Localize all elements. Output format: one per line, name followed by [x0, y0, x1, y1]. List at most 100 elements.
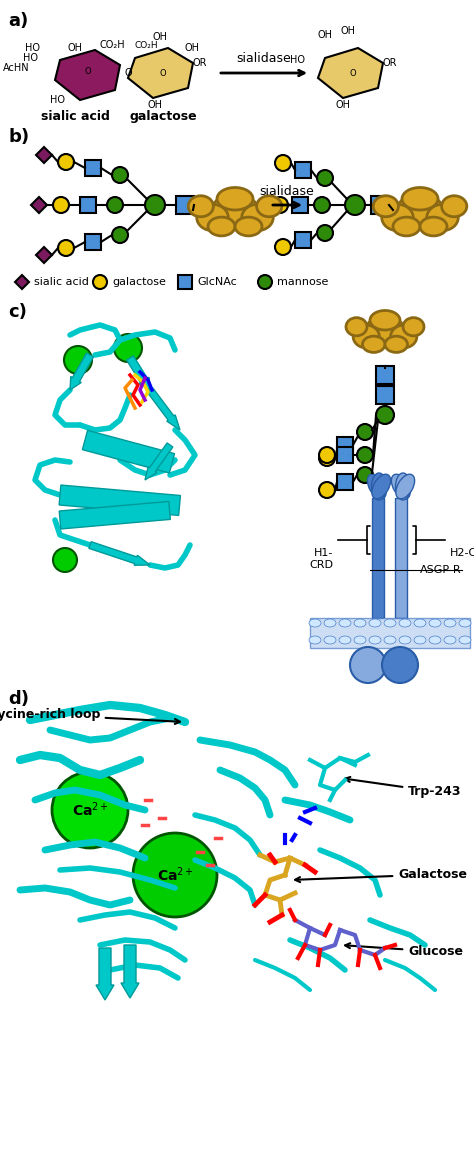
- Bar: [85, 234, 101, 250]
- Text: HO: HO: [290, 55, 305, 65]
- Ellipse shape: [399, 619, 411, 627]
- Ellipse shape: [309, 619, 321, 627]
- Text: O: O: [85, 67, 91, 76]
- Ellipse shape: [256, 196, 282, 216]
- Ellipse shape: [420, 217, 447, 236]
- Text: sialic acid: sialic acid: [34, 277, 89, 287]
- Ellipse shape: [197, 204, 228, 230]
- Text: H1-
CRD: H1- CRD: [309, 548, 333, 570]
- Polygon shape: [128, 48, 193, 98]
- Text: OH: OH: [336, 100, 350, 110]
- Text: mannose: mannose: [277, 277, 328, 287]
- Ellipse shape: [442, 196, 467, 216]
- Ellipse shape: [242, 204, 273, 230]
- Text: OH: OH: [147, 100, 163, 110]
- Ellipse shape: [444, 636, 456, 644]
- Ellipse shape: [373, 196, 399, 216]
- Ellipse shape: [370, 310, 400, 330]
- Ellipse shape: [354, 619, 366, 627]
- Bar: [337, 474, 353, 490]
- Text: HO: HO: [23, 53, 38, 63]
- Text: ASGP-R: ASGP-R: [420, 565, 462, 575]
- Text: OR: OR: [383, 58, 398, 68]
- Text: OH: OH: [153, 32, 167, 42]
- Polygon shape: [36, 247, 52, 263]
- Text: CO₂H: CO₂H: [100, 40, 126, 51]
- Bar: [176, 196, 194, 214]
- Text: galactose: galactose: [112, 277, 166, 287]
- Circle shape: [114, 334, 142, 362]
- Ellipse shape: [217, 188, 253, 210]
- Circle shape: [275, 239, 291, 255]
- Ellipse shape: [384, 619, 396, 627]
- Text: OH: OH: [318, 31, 332, 40]
- Text: AcHN: AcHN: [3, 63, 30, 73]
- Polygon shape: [59, 502, 170, 529]
- Bar: [337, 446, 353, 463]
- Ellipse shape: [414, 619, 426, 627]
- Bar: [376, 365, 394, 384]
- Text: a): a): [8, 12, 28, 31]
- Bar: [85, 160, 101, 176]
- Polygon shape: [145, 443, 173, 481]
- Text: H2-CRD: H2-CRD: [450, 548, 474, 558]
- Ellipse shape: [346, 317, 367, 336]
- Polygon shape: [121, 945, 139, 998]
- Ellipse shape: [399, 636, 411, 644]
- Ellipse shape: [188, 196, 213, 216]
- Circle shape: [53, 548, 77, 572]
- Ellipse shape: [309, 636, 321, 644]
- Circle shape: [357, 446, 373, 463]
- Circle shape: [58, 240, 74, 256]
- Text: c): c): [8, 303, 27, 321]
- Polygon shape: [89, 542, 150, 565]
- Ellipse shape: [427, 204, 458, 230]
- Polygon shape: [127, 356, 150, 390]
- Ellipse shape: [385, 336, 408, 352]
- Circle shape: [314, 197, 330, 213]
- Ellipse shape: [372, 474, 386, 501]
- Text: OH: OH: [68, 43, 83, 53]
- Ellipse shape: [339, 619, 351, 627]
- Circle shape: [350, 647, 386, 683]
- Ellipse shape: [459, 619, 471, 627]
- Text: sialidase: sialidase: [237, 52, 292, 65]
- Circle shape: [317, 224, 333, 241]
- Ellipse shape: [339, 636, 351, 644]
- Ellipse shape: [324, 636, 336, 644]
- Circle shape: [376, 407, 394, 424]
- Circle shape: [272, 197, 288, 213]
- Text: O: O: [124, 68, 132, 78]
- Text: HO: HO: [51, 95, 65, 105]
- Ellipse shape: [235, 217, 262, 236]
- Circle shape: [53, 197, 69, 213]
- Circle shape: [357, 424, 373, 439]
- Bar: [371, 196, 389, 214]
- Circle shape: [317, 170, 333, 186]
- Circle shape: [275, 155, 291, 172]
- Polygon shape: [36, 147, 52, 163]
- Ellipse shape: [367, 475, 386, 498]
- Ellipse shape: [395, 474, 410, 501]
- Polygon shape: [31, 197, 47, 213]
- Text: Galactose: Galactose: [295, 868, 467, 882]
- Ellipse shape: [402, 188, 438, 210]
- Circle shape: [319, 450, 335, 466]
- Bar: [337, 437, 353, 454]
- Circle shape: [145, 195, 165, 215]
- Polygon shape: [55, 51, 120, 100]
- Bar: [80, 197, 96, 213]
- Text: O: O: [160, 68, 166, 78]
- Ellipse shape: [429, 619, 441, 627]
- Ellipse shape: [212, 193, 257, 227]
- Text: OR: OR: [193, 58, 208, 68]
- Bar: [376, 387, 394, 404]
- Circle shape: [52, 772, 128, 848]
- Bar: [295, 231, 311, 248]
- Text: HO: HO: [25, 43, 40, 53]
- Text: OH: OH: [340, 26, 356, 36]
- Circle shape: [357, 466, 373, 483]
- Ellipse shape: [429, 636, 441, 644]
- Ellipse shape: [414, 636, 426, 644]
- Ellipse shape: [366, 315, 404, 344]
